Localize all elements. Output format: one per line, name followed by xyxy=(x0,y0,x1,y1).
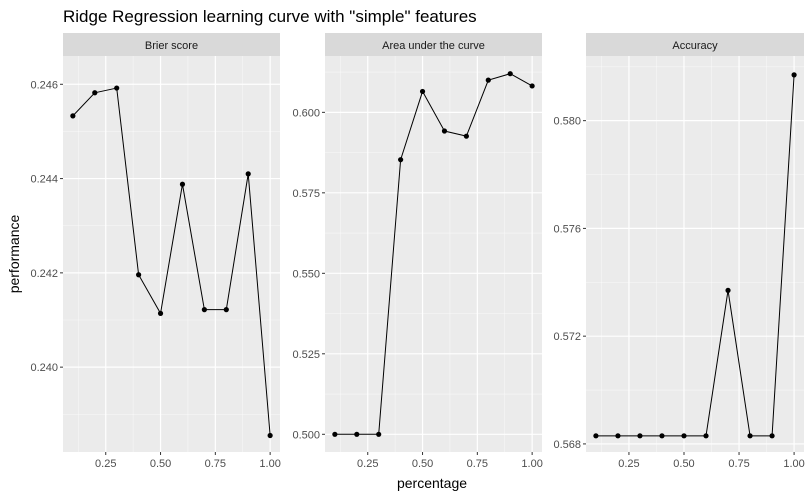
data-point xyxy=(245,171,251,177)
panel-background xyxy=(325,56,542,452)
facet-panel-3: Accuracy 0.25 0.50 0.75 1.00 0.568 0.572 0.576 0… xyxy=(553,33,805,470)
data-point xyxy=(376,431,382,437)
data-point xyxy=(615,433,621,439)
facet-panel-2: Area under the curve 0.25 0.50 0.75 1.00 0.50… xyxy=(292,33,543,470)
data-point xyxy=(769,433,775,439)
y-tick-label: 0.500 xyxy=(292,429,320,441)
x-tick-label: 1.00 xyxy=(521,458,542,470)
y-tick-label: 0.246 xyxy=(30,79,58,91)
data-point xyxy=(593,433,599,439)
x-tick-label: 0.50 xyxy=(412,458,433,470)
y-tick-label: 0.242 xyxy=(30,268,58,280)
data-point xyxy=(267,432,273,439)
series-line xyxy=(72,87,271,436)
data-point xyxy=(485,77,491,83)
data-point xyxy=(157,310,164,316)
y-axis-title: performance xyxy=(6,214,22,293)
data-point xyxy=(681,433,687,439)
y-tick-label: 0.244 xyxy=(30,174,58,186)
y-tick-label: 0.600 xyxy=(292,107,320,119)
data-point xyxy=(441,128,448,134)
facet-strip xyxy=(325,33,542,56)
data-point xyxy=(136,272,142,278)
data-point xyxy=(529,83,535,89)
y-tick-label: 0.575 xyxy=(292,188,320,200)
data-point xyxy=(70,113,76,119)
panel-background xyxy=(586,56,804,452)
series-line xyxy=(595,74,795,437)
data-point xyxy=(332,431,338,437)
facet-strip xyxy=(63,33,280,56)
data-point xyxy=(747,433,753,439)
x-tick-label: 0.75 xyxy=(205,458,226,470)
facet-strip xyxy=(586,33,804,56)
data-point xyxy=(507,71,513,77)
data-point xyxy=(201,307,207,313)
x-tick-label: 1.00 xyxy=(783,458,804,470)
data-point xyxy=(791,72,797,78)
chart-title: Ridge Regression learning curve with "si… xyxy=(63,7,477,26)
data-point xyxy=(419,88,426,95)
x-tick-label: 0.25 xyxy=(357,458,378,470)
facet-panels: Brier score 0.25 0.50 0.75 1.00 0.240 0.242 0.2… xyxy=(30,33,805,470)
x-tick-label: 0.75 xyxy=(467,458,488,470)
y-tick-label: 0.525 xyxy=(292,349,320,361)
data-point xyxy=(659,433,665,439)
data-point xyxy=(223,307,229,313)
data-point xyxy=(463,133,469,139)
y-tick-label: 0.580 xyxy=(553,116,581,128)
data-point xyxy=(92,90,98,96)
x-axis-title: percentage xyxy=(397,475,467,491)
y-tick-label: 0.572 xyxy=(553,331,581,343)
facet-strip-label: Brier score xyxy=(145,40,198,52)
data-point xyxy=(398,157,404,163)
x-tick-label: 0.50 xyxy=(150,458,171,470)
data-point xyxy=(725,287,731,293)
x-tick-label: 0.25 xyxy=(618,458,639,470)
x-tick-label: 0.25 xyxy=(95,458,116,470)
data-point xyxy=(179,181,186,187)
x-tick-label: 1.00 xyxy=(259,458,280,470)
data-point xyxy=(703,433,709,439)
facet-panel-1: Brier score 0.25 0.50 0.75 1.00 0.240 0.242 0.2… xyxy=(30,33,281,470)
x-tick-label: 0.50 xyxy=(673,458,694,470)
y-tick-label: 0.240 xyxy=(30,362,58,374)
data-point xyxy=(637,433,643,439)
y-tick-label: 0.576 xyxy=(553,223,581,235)
x-tick-label: 0.75 xyxy=(728,458,749,470)
y-tick-label: 0.568 xyxy=(553,439,581,451)
y-tick-label: 0.550 xyxy=(292,268,320,280)
facet-strip-label: Area under the curve xyxy=(382,40,485,52)
panel-background xyxy=(63,56,280,452)
series-line xyxy=(334,73,533,435)
data-point xyxy=(114,85,120,91)
facet-strip-label: Accuracy xyxy=(672,40,718,52)
data-point xyxy=(354,431,360,437)
